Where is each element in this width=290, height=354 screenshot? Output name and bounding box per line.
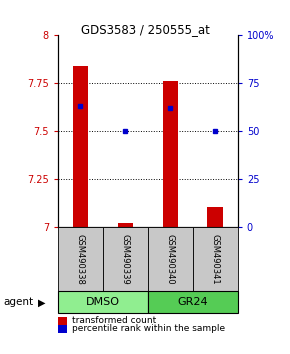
Text: GSM490341: GSM490341 [211,234,220,285]
Bar [58,227,103,292]
Text: GDS3583 / 250555_at: GDS3583 / 250555_at [81,23,209,36]
Text: GSM490339: GSM490339 [121,234,130,285]
Text: GSM490340: GSM490340 [166,234,175,285]
Bar [193,227,238,292]
Bar [148,291,238,313]
Bar [162,81,178,227]
Bar [117,223,133,227]
Bar [207,207,223,227]
Bar [58,291,148,313]
Text: percentile rank within the sample: percentile rank within the sample [72,324,226,333]
Text: transformed count: transformed count [72,316,157,325]
Bar [103,227,148,292]
Text: GR24: GR24 [177,297,208,307]
Text: ▶: ▶ [38,297,46,307]
Text: GSM490338: GSM490338 [76,234,85,285]
Bar [148,227,193,292]
Text: DMSO: DMSO [86,297,120,307]
Text: agent: agent [3,297,33,307]
Bar [72,66,88,227]
